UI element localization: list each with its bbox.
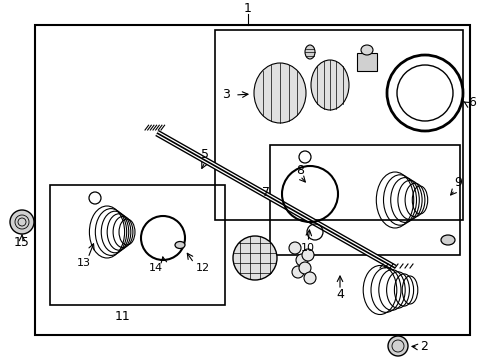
Ellipse shape — [305, 45, 314, 59]
Text: 11: 11 — [115, 310, 131, 323]
Circle shape — [291, 266, 304, 278]
Text: 8: 8 — [295, 163, 304, 176]
Ellipse shape — [253, 63, 305, 123]
Text: 5: 5 — [201, 148, 208, 162]
Bar — [269, 145, 459, 255]
Circle shape — [298, 262, 310, 274]
Text: 15: 15 — [14, 237, 30, 249]
Bar — [35, 25, 469, 335]
Text: 4: 4 — [335, 288, 343, 302]
Circle shape — [10, 210, 34, 234]
Ellipse shape — [440, 235, 454, 245]
Ellipse shape — [310, 60, 348, 110]
Text: 3: 3 — [222, 89, 229, 102]
Text: 7: 7 — [262, 186, 269, 199]
Text: 2: 2 — [419, 341, 427, 354]
Ellipse shape — [232, 236, 276, 280]
Text: 1: 1 — [244, 1, 251, 14]
Ellipse shape — [175, 242, 184, 248]
Text: 6: 6 — [467, 96, 475, 109]
Bar — [50, 185, 224, 305]
Text: 13: 13 — [77, 258, 91, 268]
Circle shape — [295, 254, 307, 266]
Text: 9: 9 — [453, 175, 461, 189]
Circle shape — [302, 249, 313, 261]
Bar — [356, 53, 376, 71]
Bar — [215, 30, 462, 220]
Circle shape — [387, 336, 407, 356]
Text: 14: 14 — [148, 263, 163, 273]
Circle shape — [304, 272, 315, 284]
Text: 12: 12 — [196, 263, 210, 273]
Text: 10: 10 — [301, 243, 314, 253]
Circle shape — [288, 242, 301, 254]
Ellipse shape — [360, 45, 372, 55]
